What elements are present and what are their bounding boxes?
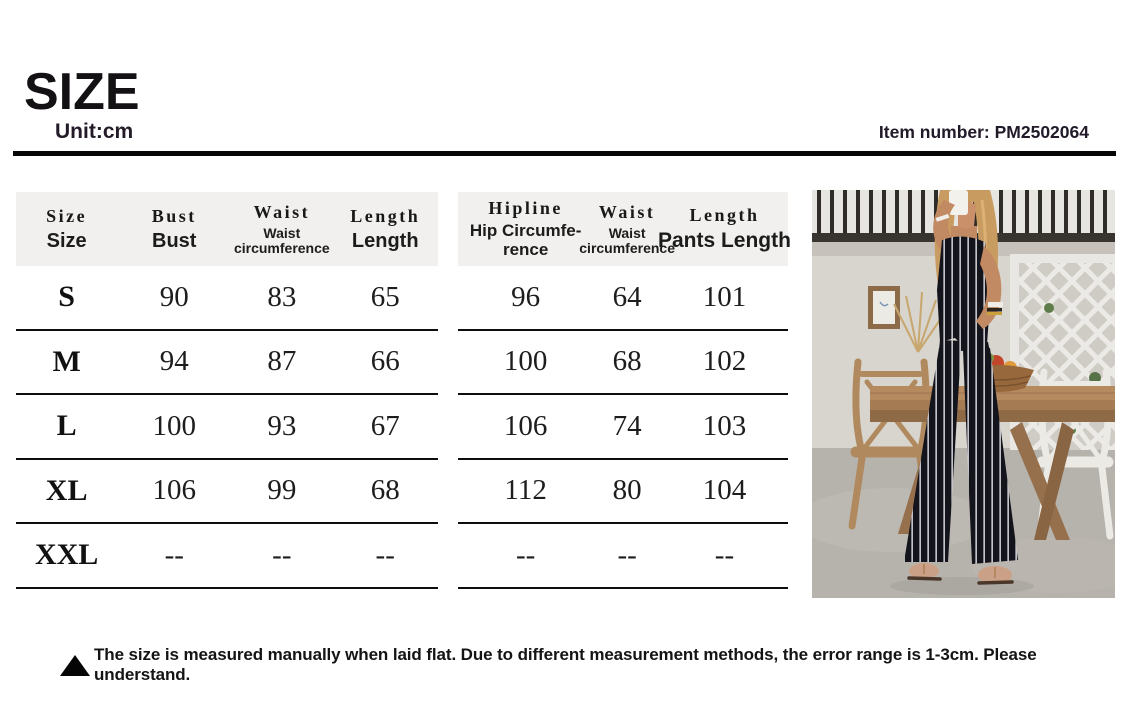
- unit-label: Unit:cm: [55, 120, 134, 143]
- header-divider: [13, 151, 1116, 156]
- table-row: 100 68 102: [458, 331, 788, 395]
- disclaimer-note: The size is measured manually when laid …: [60, 645, 1126, 685]
- column-header-bust: Bust Bust: [151, 206, 197, 252]
- column-header-waist: Waist Waist circumference: [233, 201, 330, 256]
- table-row: M 94 87 66: [16, 331, 438, 395]
- product-photo-illustration: [812, 190, 1115, 598]
- wall-decor: [868, 286, 945, 353]
- table-header: Size Size Bust Bust Waist Waist circumfe…: [16, 192, 438, 266]
- column-header-pants-length: Length Pants Length: [657, 205, 791, 253]
- page-title: SIZE: [24, 63, 140, 121]
- product-photo: [812, 190, 1115, 598]
- column-header-length: Length Length: [350, 206, 421, 252]
- model-figure: [890, 190, 1034, 595]
- table-row: -- -- --: [458, 524, 788, 589]
- column-header-waist: Waist Waist circumference: [579, 201, 675, 256]
- table-row: 112 80 104: [458, 460, 788, 524]
- size-table-pants: Hipline Hip Circumfe-rence Waist Waist c…: [458, 192, 791, 589]
- table-row: 96 64 101: [458, 266, 788, 331]
- size-table-top-garment: Size Size Bust Bust Waist Waist circumfe…: [16, 192, 438, 589]
- item-number: Item number: PM2502064: [878, 122, 1089, 142]
- disclaimer-text: The size is measured manually when laid …: [94, 645, 1037, 684]
- column-header-hipline: Hipline Hip Circumfe-rence: [469, 198, 582, 259]
- table-header: Hipline Hip Circumfe-rence Waist Waist c…: [458, 192, 791, 266]
- warning-triangle-icon: [60, 654, 90, 676]
- table-row: L 100 93 67: [16, 395, 438, 460]
- table-row: 106 74 103: [458, 395, 788, 460]
- table-row: S 90 83 65: [16, 266, 438, 331]
- column-header-size: Size Size: [46, 206, 88, 252]
- table-row: XL 106 99 68: [16, 460, 438, 524]
- table-row: XXL -- -- --: [16, 524, 438, 589]
